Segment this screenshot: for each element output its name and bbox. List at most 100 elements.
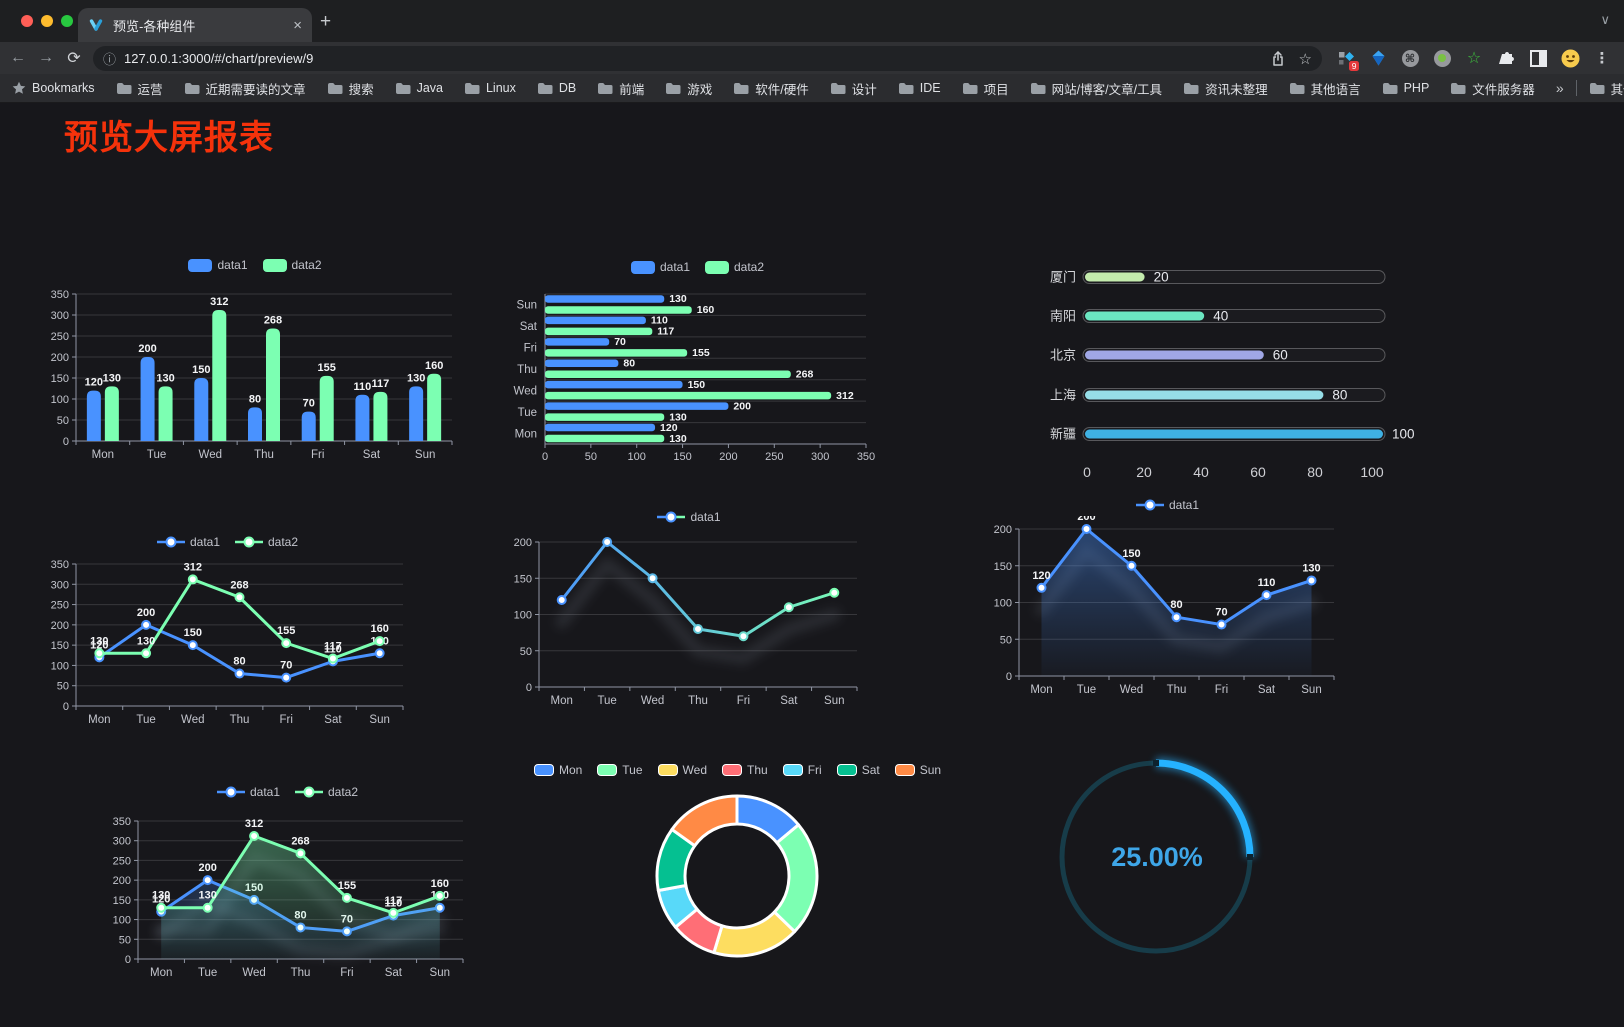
legend-swatch [533,764,554,776]
dark-mode-toggle-icon[interactable] [1527,47,1549,69]
svg-text:130: 130 [198,890,216,902]
bookmark-folder-item[interactable]: PHP [1382,81,1429,95]
bookmark-folder-item[interactable]: Linux [464,81,516,95]
maximize-window-button[interactable] [61,15,73,27]
svg-text:北京: 北京 [1050,348,1076,363]
bookmark-star-icon[interactable]: ☆ [1298,50,1312,68]
bookmarks-overflow-chevron[interactable]: » [1555,80,1564,96]
new-tab-button[interactable]: + [320,11,332,32]
legend-item-Sat[interactable]: Sat [836,763,880,777]
svg-text:Mon: Mon [551,695,573,707]
legend-swatch [894,764,915,776]
legend-item-Fri[interactable]: Fri [782,763,822,777]
extension-command-icon[interactable]: ⌘ [1399,47,1421,69]
bookmark-label: 游戏 [687,82,713,97]
bookmark-folder-item[interactable]: 近期需要读的文章 [184,79,306,98]
legend-label: data1 [217,258,248,272]
legend-item-data2[interactable]: data2 [295,785,358,799]
folder-icon [327,82,343,94]
bookmark-folder-item[interactable]: 项目 [962,79,1009,98]
svg-text:130: 130 [156,372,174,384]
bookmark-folder-item[interactable]: DB [537,81,576,95]
tab-search-chevron-icon[interactable]: ∨ [1600,12,1610,27]
browser-menu-icon[interactable]: ⋮ [1594,50,1610,67]
address-bar[interactable]: ⓘ 127.0.0.1:3000/#/chart/preview/9 ☆ [93,46,1322,71]
legend: data1 data2 [40,254,470,276]
svg-text:200: 200 [198,862,216,874]
legend-item-Sun[interactable]: Sun [894,763,941,777]
chart-line-dual-area: data1 data2 0 50 100 150 200 250 300 350 Mon Tue Wed… [100,781,475,989]
svg-text:Sun: Sun [517,300,537,312]
svg-text:200: 200 [113,875,131,887]
legend-swatch [705,260,729,274]
other-bookmarks-label: 其他书签 [1610,82,1624,97]
legend-item-data1[interactable]: data1 [216,785,280,799]
back-button[interactable]: ← [10,49,26,66]
bookmark-folder-item[interactable]: 设计 [830,79,877,98]
bookmark-folder-item[interactable]: 其他语言 [1289,79,1361,98]
legend-item-data1[interactable]: data1 [1135,498,1199,512]
bookmark-folder-item[interactable]: 运营 [116,79,163,98]
svg-text:155: 155 [692,347,710,359]
svg-text:200: 200 [51,620,69,632]
legend-item-data2[interactable]: data2 [262,258,322,272]
favicon-icon [89,19,103,31]
reload-button[interactable]: ⟳ [67,50,81,67]
legend-item-Mon[interactable]: Mon [533,763,582,777]
extensions-puzzle-icon[interactable] [1495,47,1517,69]
bookmark-folder-item[interactable]: 文件服务器 [1450,79,1535,98]
svg-text:200: 200 [51,352,69,364]
legend-item-Tue[interactable]: Tue [597,763,643,777]
svg-text:Fri: Fri [340,967,353,979]
progress-canvas: 厦门 20 南阳 40 北京 60 上海 80 新疆 100 0 20 40 60 80 100 [1050,270,1415,481]
bookmark-folder-item[interactable]: IDE [898,81,941,95]
profile-avatar[interactable] [1559,47,1581,69]
legend-item-data2[interactable]: data2 [705,260,764,274]
legend-item-data1[interactable]: data1 [657,510,721,524]
chart-progress-bars: 厦门 20 南阳 40 北京 60 上海 80 新疆 100 0 20 40 60 80 100 [988,256,1418,488]
browser-tab[interactable]: 预览-各种组件 × [78,8,312,42]
extension-green-dot-icon[interactable] [1431,47,1453,69]
site-info-icon[interactable]: ⓘ [103,52,117,67]
legend-item-Thu[interactable]: Thu [722,763,768,777]
legend-item-Wed[interactable]: Wed [657,763,707,777]
bookmark-folder-item[interactable]: 游戏 [665,79,712,98]
svg-text:350: 350 [857,451,875,463]
legend-item-data2[interactable]: data2 [235,535,298,549]
minimize-window-button[interactable] [41,15,53,27]
gauge-canvas [1059,757,1256,954]
share-icon[interactable] [1271,50,1285,67]
svg-text:70: 70 [280,660,292,672]
legend-item-data1[interactable]: data1 [188,258,248,272]
extension-kite-icon[interactable] [1367,47,1389,69]
bookmark-folder-item[interactable]: Java [395,81,443,95]
bookmark-folder-item[interactable]: 软件/硬件 [733,79,809,98]
legend-line-marker [156,536,185,548]
legend-item-data1[interactable]: data1 [156,535,220,549]
svg-text:Wed: Wed [242,967,265,979]
svg-text:上海: 上海 [1050,388,1076,403]
bookmarks-manager-item[interactable]: Bookmarks [12,81,95,95]
svg-text:150: 150 [514,573,532,585]
svg-text:Mon: Mon [1030,684,1052,696]
bookmark-folder-item[interactable]: 网站/博客/文章/工具 [1030,79,1162,98]
bookmark-folder-item[interactable]: 前端 [597,79,644,98]
close-window-button[interactable] [21,15,33,27]
forward-button[interactable]: → [38,49,54,66]
svg-text:Sat: Sat [324,714,342,726]
other-bookmarks-item[interactable]: 其他书签 [1589,79,1624,98]
extension-green-star-icon[interactable]: ☆ [1466,50,1482,67]
bookmark-folder-item[interactable]: 资讯未整理 [1183,79,1268,98]
bookmark-folder-item[interactable]: 搜索 [327,79,374,98]
svg-text:Tue: Tue [147,449,166,461]
extension-grid-diamond-icon[interactable]: 9 [1335,47,1359,71]
tab-close-icon[interactable]: × [293,16,302,34]
legend-label: data2 [328,785,359,799]
svg-text:350: 350 [51,559,69,571]
doughnut-canvas [655,794,819,958]
svg-text:Mon: Mon [150,967,172,979]
legend-item-data1[interactable]: data1 [630,260,690,274]
svg-text:Fri: Fri [737,695,750,707]
folder-icon [898,82,914,94]
